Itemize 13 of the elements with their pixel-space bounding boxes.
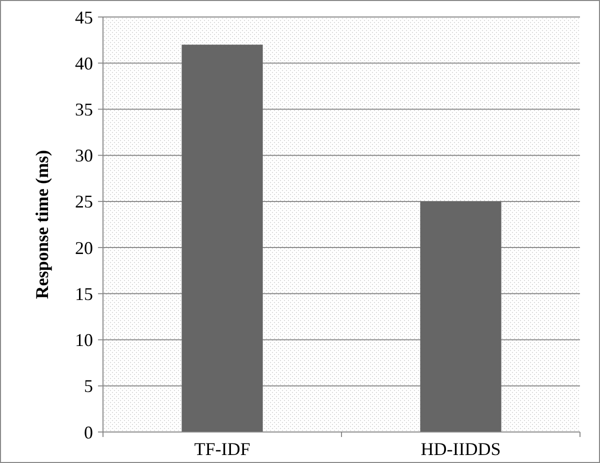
y-tick-label: 45 — [75, 7, 93, 28]
y-tick-label: 25 — [75, 192, 93, 212]
x-tick-label: HD-IIDDS — [420, 439, 501, 459]
y-axis-title: Response time (ms) — [32, 150, 52, 299]
y-tick-label: 15 — [75, 284, 93, 304]
y-tick-label: 10 — [75, 330, 93, 350]
y-tick-label: 5 — [84, 376, 93, 396]
y-tick-label: 40 — [75, 53, 93, 74]
y-tick-label: 30 — [75, 146, 93, 166]
y-tick-label: 20 — [75, 238, 93, 258]
y-tick-label: 0 — [84, 422, 93, 442]
x-tick-label: TF-IDF — [194, 439, 250, 459]
y-tick-label: 35 — [75, 100, 93, 120]
